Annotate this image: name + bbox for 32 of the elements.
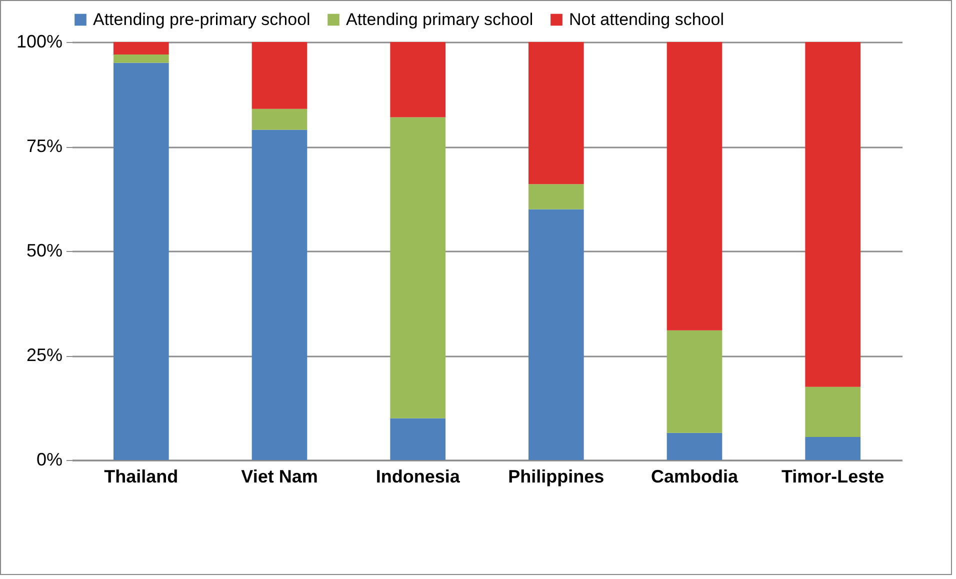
- bar: [666, 330, 722, 433]
- bar: [805, 437, 860, 460]
- bar: [114, 62, 169, 460]
- y-tick-label: 100%: [16, 32, 62, 52]
- bar: [252, 108, 308, 130]
- legend-label: Not attending school: [569, 10, 724, 29]
- bar: [252, 42, 308, 109]
- legend-label: Attending primary school: [346, 10, 534, 29]
- x-tick-label: Indonesia: [376, 466, 461, 486]
- y-tick-label: 75%: [26, 136, 62, 156]
- legend-label: Attending pre-primary school: [93, 10, 310, 29]
- bar: [666, 432, 722, 460]
- bar: [114, 42, 169, 55]
- y-tick-label: 50%: [26, 240, 62, 260]
- bar: [528, 209, 584, 460]
- x-tick-label: Viet Nam: [241, 466, 318, 486]
- bar: [805, 386, 860, 438]
- x-tick-label: Timor-Leste: [781, 466, 884, 486]
- bar: [666, 42, 722, 330]
- x-tick-label: Philippines: [508, 466, 604, 486]
- bar: [114, 54, 169, 63]
- x-tick-label: Thailand: [104, 466, 178, 486]
- y-tick-label: 0%: [36, 450, 62, 470]
- bar: [528, 42, 584, 184]
- x-tick-label: Cambodia: [650, 466, 739, 486]
- bar: [390, 42, 446, 118]
- bar: [252, 130, 308, 460]
- y-tick-label: 25%: [26, 345, 62, 365]
- bar: [390, 117, 446, 418]
- bar: [805, 42, 860, 387]
- bar: [528, 184, 584, 210]
- bar: [390, 418, 446, 460]
